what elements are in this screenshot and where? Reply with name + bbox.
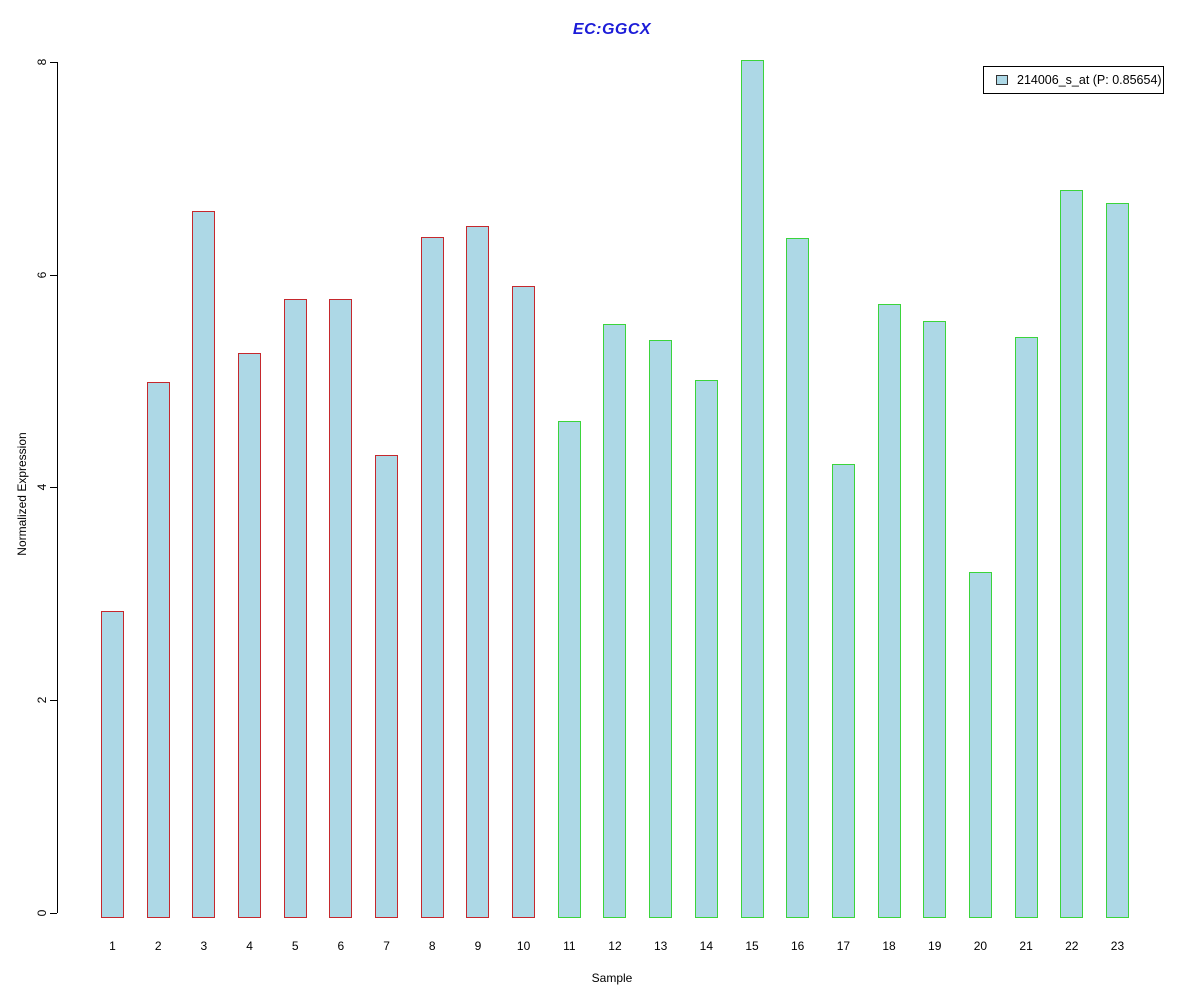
x-tick-label: 21 [1019, 939, 1033, 953]
x-tick-label: 14 [699, 939, 714, 953]
x-tick-label: 1 [109, 939, 116, 953]
bar-sample-6 [329, 298, 353, 918]
y-tick-label: 6 [35, 271, 49, 278]
x-tick-label: 15 [745, 939, 759, 953]
x-tick-label: 12 [608, 939, 622, 953]
bar-sample-5 [283, 298, 307, 918]
bar-sample-3 [192, 210, 216, 918]
bar-sample-19 [923, 321, 947, 918]
bar-sample-7 [375, 455, 399, 918]
y-tick [50, 487, 57, 489]
x-tick-label: 6 [337, 939, 345, 953]
bar-sample-15 [740, 59, 764, 918]
y-tick [50, 913, 57, 914]
y-tick [50, 274, 57, 276]
x-tick-label: 9 [474, 939, 482, 953]
y-axis-line [57, 61, 58, 913]
y-tick-label: 0 [35, 909, 49, 917]
legend-swatch-icon [996, 75, 1008, 85]
y-tick [50, 61, 57, 63]
x-tick-label: 7 [383, 939, 390, 953]
bar-sample-17 [831, 463, 855, 918]
chart-title: EC:GGCX [572, 21, 652, 38]
bar-sample-14 [694, 379, 718, 918]
bar-sample-13 [649, 340, 673, 918]
x-tick-label: 8 [428, 939, 436, 953]
bar-sample-10 [512, 286, 536, 918]
bar-sample-1 [101, 610, 124, 918]
y-axis-label: Normalized Expression [15, 432, 29, 556]
x-tick-label: 11 [563, 939, 576, 953]
x-tick-label: 2 [154, 939, 162, 953]
x-tick-label: 22 [1065, 939, 1079, 953]
x-tick-label: 13 [653, 939, 668, 953]
bar-sample-23 [1105, 203, 1129, 918]
x-tick-label: 17 [836, 939, 851, 953]
x-axis-label: Sample [591, 971, 633, 985]
bar-sample-2 [146, 381, 170, 918]
bar-sample-18 [877, 304, 901, 918]
x-tick-label: 5 [291, 939, 299, 953]
bar-sample-4 [238, 353, 262, 918]
x-tick-label: 4 [246, 939, 253, 953]
legend: 214006_s_at (P: 0.85654) [983, 66, 1164, 94]
x-tick-label: 16 [791, 939, 805, 953]
bar-sample-22 [1060, 190, 1084, 918]
bar-sample-21 [1014, 337, 1038, 918]
bar-sample-12 [603, 324, 627, 918]
bar-sample-16 [786, 238, 810, 918]
x-tick-label: 23 [1110, 939, 1125, 953]
x-tick-label: 20 [973, 939, 988, 953]
bar-sample-8 [420, 237, 444, 918]
y-tick-label: 2 [35, 696, 49, 704]
x-tick-label: 3 [200, 939, 208, 953]
x-tick-label: 10 [516, 939, 531, 953]
x-tick-label: 19 [928, 939, 942, 953]
x-tick-label: 18 [882, 939, 896, 953]
y-tick [50, 700, 57, 702]
legend-label: 214006_s_at (P: 0.85654) [1017, 73, 1162, 87]
y-tick-label: 4 [35, 484, 49, 491]
bar-sample-9 [466, 225, 490, 918]
y-tick-label: 8 [35, 58, 49, 66]
bar-sample-20 [968, 572, 992, 918]
bar-sample-11 [557, 421, 581, 918]
